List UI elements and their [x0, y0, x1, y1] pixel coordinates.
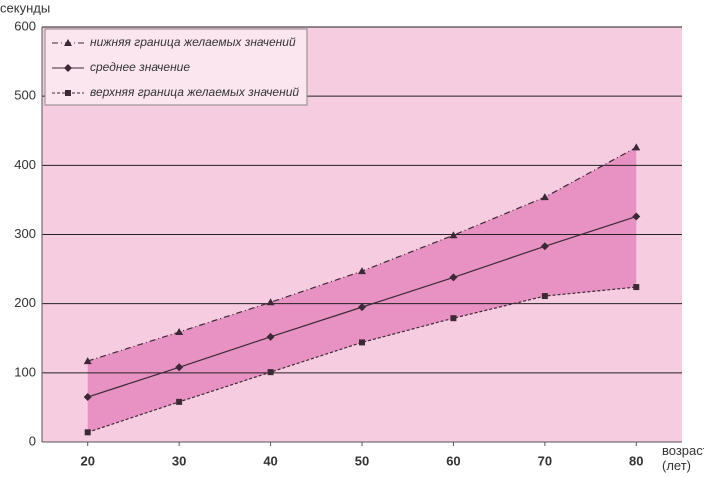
- y-tick-label: 600: [14, 18, 36, 33]
- marker: [632, 212, 641, 221]
- legend-box: [44, 28, 308, 106]
- y-tick-label: 400: [14, 157, 36, 172]
- range-band: [87, 147, 637, 433]
- marker: [175, 363, 184, 372]
- legend-label: верхняя граница желаемых значений: [90, 85, 299, 99]
- x-tick-label: 50: [355, 453, 369, 468]
- marker: [358, 303, 366, 312]
- marker: [176, 398, 183, 405]
- x-tick-label: 40: [263, 453, 277, 468]
- y-tick-label: 500: [14, 88, 36, 103]
- x-tick-label: 30: [172, 453, 186, 468]
- marker: [449, 273, 458, 282]
- x-axis-label: возраст(лет): [662, 443, 704, 473]
- marker: [266, 298, 275, 306]
- marker: [359, 339, 365, 346]
- marker: [541, 293, 548, 300]
- marker: [83, 357, 92, 365]
- marker: [267, 369, 274, 376]
- y-tick-label: 0: [29, 433, 36, 448]
- marker: [633, 284, 640, 291]
- marker: [84, 429, 91, 436]
- marker: [266, 332, 275, 341]
- marker: [64, 39, 72, 46]
- marker: [358, 267, 366, 275]
- marker: [449, 231, 458, 239]
- marker: [632, 143, 641, 151]
- x-tick-label: 20: [80, 453, 94, 468]
- y-tick-label: 300: [14, 226, 36, 241]
- legend-label: нижняя граница желаемых значений: [90, 35, 296, 49]
- marker: [83, 393, 92, 402]
- x-tick-label: 80: [629, 453, 643, 468]
- marker: [540, 193, 549, 201]
- marker: [65, 90, 71, 96]
- marker: [175, 328, 184, 336]
- marker: [450, 315, 457, 322]
- x-tick-label: 70: [538, 453, 552, 468]
- legend: нижняя граница желаемых значений среднее …: [44, 28, 308, 106]
- y-axis-label: секунды: [0, 0, 50, 15]
- legend-label: среднее значение: [90, 60, 190, 74]
- x-tick-label: 60: [446, 453, 460, 468]
- y-tick-label: 200: [14, 295, 36, 310]
- y-tick-label: 100: [14, 364, 36, 379]
- marker: [64, 64, 72, 72]
- marker: [540, 242, 549, 251]
